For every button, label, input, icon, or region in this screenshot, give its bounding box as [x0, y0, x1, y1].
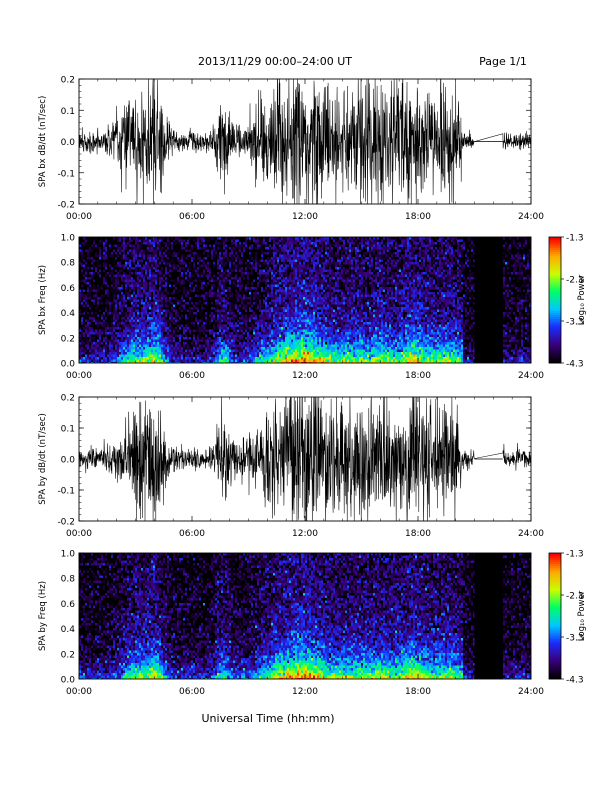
- y-tick-label: 1.0: [61, 550, 76, 560]
- x-tick-label: 18:00: [405, 529, 431, 539]
- y-tick-label: 0.1: [61, 425, 75, 435]
- y-axis-label: SPA bx dB/dt (nT/sec): [38, 96, 48, 188]
- x-tick-label: 00:00: [66, 212, 92, 222]
- y-tick-label: -0.2: [57, 518, 75, 528]
- x-tick-label: 06:00: [179, 371, 205, 381]
- x-tick-label: 00:00: [66, 529, 92, 539]
- x-tick-label: 18:00: [405, 212, 431, 222]
- y-tick-label: 0.6: [61, 600, 76, 610]
- x-tick-label: 18:00: [405, 687, 431, 697]
- plot-title: 2013/11/29 00:00–24:00 UT: [198, 55, 352, 68]
- y-tick-label: 0.4: [61, 309, 76, 319]
- x-tick-label: 24:00: [518, 371, 544, 381]
- y-tick-label: 0.0: [61, 456, 76, 466]
- y-tick-label: 0.8: [61, 575, 76, 585]
- colorbar-label: Log₁₀ Power: [577, 590, 587, 641]
- x-tick-label: 24:00: [518, 212, 544, 222]
- x-tick-label: 12:00: [292, 212, 318, 222]
- x-tick-label: 00:00: [66, 687, 92, 697]
- x-tick-label: 12:00: [292, 687, 318, 697]
- y-tick-label: 0.2: [61, 76, 75, 86]
- x-tick-label: 06:00: [179, 212, 205, 222]
- y-axis-label: SPA by Freq (Hz): [38, 581, 48, 651]
- y-axis-label: SPA bx Freq (Hz): [38, 265, 48, 335]
- data-gap-block: [475, 553, 503, 679]
- y-tick-label: -0.1: [57, 487, 75, 497]
- y-axis-label: SPA by dB/dt (nT/sec): [38, 413, 48, 505]
- y-tick-label: 0.4: [61, 625, 76, 635]
- panel-3: 0.2 0.1 0.0 -0.1 -0.200:00 06:00 12:00 18:00 24:…: [38, 394, 544, 540]
- y-tick-label: 1.0: [61, 234, 76, 244]
- colorbar-label: Log₁₀ Power: [577, 274, 587, 325]
- x-tick-label: 24:00: [518, 529, 544, 539]
- y-tick-label: 0.2: [61, 394, 75, 404]
- waveform-trace: [79, 76, 531, 207]
- x-tick-label: 24:00: [518, 687, 544, 697]
- y-tick-label: 0.6: [61, 284, 76, 294]
- data-gap-block: [475, 237, 503, 363]
- colorbar-tick-label: -4.3: [566, 360, 584, 370]
- x-tick-label: 06:00: [179, 529, 205, 539]
- y-tick-label: 0.0: [61, 676, 76, 686]
- colorbar-tick-label: -4.3: [566, 676, 584, 686]
- page-number: Page 1/1: [479, 55, 527, 68]
- y-tick-label: 0.2: [61, 650, 75, 660]
- colorbar-tick-label: -1.3: [566, 234, 584, 244]
- x-tick-label: 06:00: [179, 687, 205, 697]
- x-axis-label: Universal Time (hh:mm): [202, 712, 335, 725]
- waveform-trace: [79, 394, 531, 524]
- x-tick-label: 18:00: [405, 371, 431, 381]
- y-tick-label: -0.1: [57, 169, 75, 179]
- y-tick-label: 0.8: [61, 259, 76, 269]
- x-tick-label: 12:00: [292, 371, 318, 381]
- colorbar-tick-label: -1.3: [566, 550, 584, 560]
- x-tick-label: 12:00: [292, 529, 318, 539]
- y-tick-label: 0.1: [61, 107, 75, 117]
- x-tick-label: 00:00: [66, 371, 92, 381]
- y-tick-label: -0.2: [57, 201, 75, 211]
- spectrogram-cells: [79, 237, 531, 365]
- spectrogram-cells: [79, 553, 531, 681]
- y-tick-label: 0.0: [61, 360, 76, 370]
- y-tick-label: 0.2: [61, 334, 75, 344]
- panel-1: 0.2 0.1 0.0 -0.1 -0.200:00 06:00 12:00 18:00 24:…: [38, 76, 544, 223]
- y-tick-label: 0.0: [61, 138, 76, 148]
